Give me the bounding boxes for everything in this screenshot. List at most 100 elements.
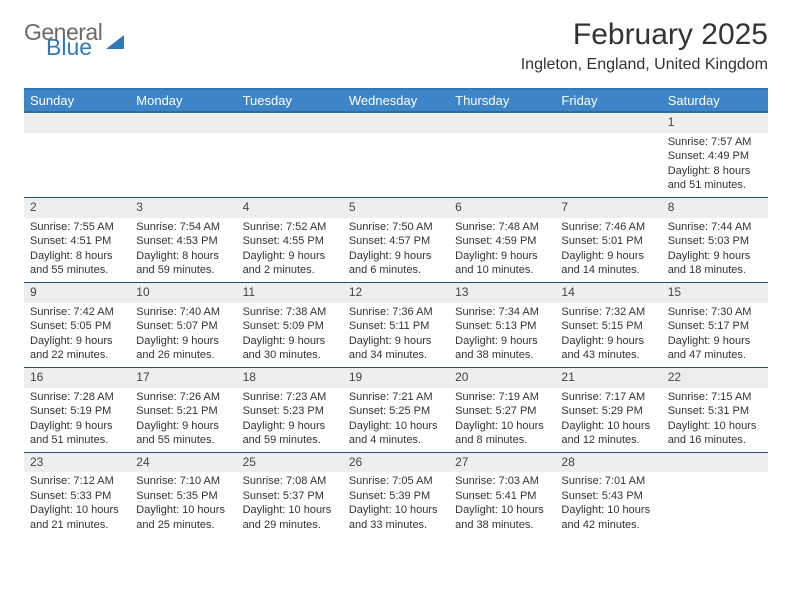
title-location: Ingleton, England, United Kingdom (521, 56, 768, 74)
day-body (237, 133, 343, 139)
day-body: Sunrise: 7:38 AMSunset: 5:09 PMDaylight:… (237, 303, 343, 367)
calendar-cell: 7Sunrise: 7:46 AMSunset: 5:01 PMDaylight… (555, 197, 661, 282)
day-line: Daylight: 9 hours and 43 minutes. (561, 334, 655, 363)
day-line: Sunset: 4:59 PM (455, 234, 549, 249)
calendar-cell (237, 112, 343, 197)
calendar-body: 1Sunrise: 7:57 AMSunset: 4:49 PMDaylight… (24, 112, 768, 536)
day-number: 1 (662, 113, 768, 133)
calendar-cell (343, 112, 449, 197)
calendar-cell: 14Sunrise: 7:32 AMSunset: 5:15 PMDayligh… (555, 282, 661, 367)
day-line: Sunrise: 7:28 AM (30, 390, 124, 405)
day-line: Sunrise: 7:01 AM (561, 474, 655, 489)
calendar-head: SundayMondayTuesdayWednesdayThursdayFrid… (24, 89, 768, 112)
day-body: Sunrise: 7:30 AMSunset: 5:17 PMDaylight:… (662, 303, 768, 367)
day-number: 28 (555, 453, 661, 473)
calendar-cell: 11Sunrise: 7:38 AMSunset: 5:09 PMDayligh… (237, 282, 343, 367)
day-number: 19 (343, 368, 449, 388)
day-line: Sunrise: 7:54 AM (136, 220, 230, 235)
day-line: Sunset: 5:01 PM (561, 234, 655, 249)
day-body: Sunrise: 7:48 AMSunset: 4:59 PMDaylight:… (449, 218, 555, 282)
day-body: Sunrise: 7:42 AMSunset: 5:05 PMDaylight:… (24, 303, 130, 367)
calendar-cell: 5Sunrise: 7:50 AMSunset: 4:57 PMDaylight… (343, 197, 449, 282)
day-line: Daylight: 9 hours and 51 minutes. (30, 419, 124, 448)
logo-word-blue: Blue (46, 37, 102, 58)
day-body: Sunrise: 7:44 AMSunset: 5:03 PMDaylight:… (662, 218, 768, 282)
day-number: 10 (130, 283, 236, 303)
day-number: 23 (24, 453, 130, 473)
calendar-cell: 13Sunrise: 7:34 AMSunset: 5:13 PMDayligh… (449, 282, 555, 367)
sail-icon (106, 35, 124, 49)
calendar-row: 2Sunrise: 7:55 AMSunset: 4:51 PMDaylight… (24, 197, 768, 282)
day-line: Daylight: 9 hours and 59 minutes. (243, 419, 337, 448)
day-line: Daylight: 9 hours and 38 minutes. (455, 334, 549, 363)
day-body: Sunrise: 7:52 AMSunset: 4:55 PMDaylight:… (237, 218, 343, 282)
calendar-cell: 21Sunrise: 7:17 AMSunset: 5:29 PMDayligh… (555, 367, 661, 452)
day-line: Daylight: 9 hours and 14 minutes. (561, 249, 655, 278)
calendar-cell: 2Sunrise: 7:55 AMSunset: 4:51 PMDaylight… (24, 197, 130, 282)
logo-text: General Blue (24, 22, 102, 57)
day-header: Friday (555, 89, 661, 112)
day-number: 14 (555, 283, 661, 303)
day-number: 27 (449, 453, 555, 473)
day-line: Sunrise: 7:46 AM (561, 220, 655, 235)
day-line: Sunrise: 7:50 AM (349, 220, 443, 235)
day-line: Sunrise: 7:12 AM (30, 474, 124, 489)
day-line: Sunset: 5:07 PM (136, 319, 230, 334)
day-line: Sunrise: 7:52 AM (243, 220, 337, 235)
day-line: Sunrise: 7:15 AM (668, 390, 762, 405)
calendar-cell: 12Sunrise: 7:36 AMSunset: 5:11 PMDayligh… (343, 282, 449, 367)
day-line: Sunset: 5:33 PM (30, 489, 124, 504)
day-number: 22 (662, 368, 768, 388)
day-line: Daylight: 10 hours and 33 minutes. (349, 503, 443, 532)
calendar-cell: 24Sunrise: 7:10 AMSunset: 5:35 PMDayligh… (130, 452, 236, 536)
day-line: Sunrise: 7:26 AM (136, 390, 230, 405)
day-line: Daylight: 10 hours and 12 minutes. (561, 419, 655, 448)
header: General Blue February 2025 Ingleton, Eng… (24, 18, 768, 74)
day-number: 4 (237, 198, 343, 218)
day-line: Sunrise: 7:17 AM (561, 390, 655, 405)
calendar-cell: 20Sunrise: 7:19 AMSunset: 5:27 PMDayligh… (449, 367, 555, 452)
day-body: Sunrise: 7:05 AMSunset: 5:39 PMDaylight:… (343, 472, 449, 536)
day-line: Sunset: 5:35 PM (136, 489, 230, 504)
day-line: Sunrise: 7:36 AM (349, 305, 443, 320)
day-line: Sunset: 5:05 PM (30, 319, 124, 334)
day-body: Sunrise: 7:46 AMSunset: 5:01 PMDaylight:… (555, 218, 661, 282)
day-line: Daylight: 8 hours and 59 minutes. (136, 249, 230, 278)
day-line: Daylight: 9 hours and 10 minutes. (455, 249, 549, 278)
day-line: Sunrise: 7:55 AM (30, 220, 124, 235)
day-number (130, 113, 236, 133)
calendar-cell (662, 452, 768, 536)
day-body (130, 133, 236, 139)
day-body (555, 133, 661, 139)
day-body (24, 133, 130, 139)
calendar-cell (555, 112, 661, 197)
day-line: Sunset: 5:11 PM (349, 319, 443, 334)
day-number (555, 113, 661, 133)
day-line: Sunrise: 7:08 AM (243, 474, 337, 489)
day-line: Sunset: 5:37 PM (243, 489, 337, 504)
calendar-row: 23Sunrise: 7:12 AMSunset: 5:33 PM Dayligh… (24, 452, 768, 536)
day-body: Sunrise: 7:36 AMSunset: 5:11 PMDaylight:… (343, 303, 449, 367)
day-line: Sunrise: 7:57 AM (668, 135, 762, 150)
day-body: Sunrise: 7:40 AMSunset: 5:07 PMDaylight:… (130, 303, 236, 367)
title-block: February 2025 Ingleton, England, United … (521, 18, 768, 74)
day-body: Sunrise: 7:28 AMSunset: 5:19 PMDaylight:… (24, 388, 130, 452)
day-body (449, 133, 555, 139)
day-number (343, 113, 449, 133)
logo: General Blue (24, 18, 124, 57)
day-line: Sunset: 4:55 PM (243, 234, 337, 249)
calendar-cell: 22Sunrise: 7:15 AMSunset: 5:31 PMDayligh… (662, 367, 768, 452)
day-number: 18 (237, 368, 343, 388)
day-line: Sunset: 5:17 PM (668, 319, 762, 334)
calendar-cell: 9Sunrise: 7:42 AMSunset: 5:05 PMDaylight… (24, 282, 130, 367)
day-body: Sunrise: 7:57 AMSunset: 4:49 PMDaylight:… (662, 133, 768, 197)
calendar-cell: 27Sunrise: 7:03 AMSunset: 5:41 PMDayligh… (449, 452, 555, 536)
day-body: Sunrise: 7:08 AMSunset: 5:37 PMDaylight:… (237, 472, 343, 536)
calendar-cell: 3Sunrise: 7:54 AMSunset: 4:53 PMDaylight… (130, 197, 236, 282)
day-header: Monday (130, 89, 236, 112)
day-number: 17 (130, 368, 236, 388)
calendar-cell: 10Sunrise: 7:40 AMSunset: 5:07 PMDayligh… (130, 282, 236, 367)
day-line: Daylight: 9 hours and 34 minutes. (349, 334, 443, 363)
day-line: Sunrise: 7:32 AM (561, 305, 655, 320)
day-line: Sunrise: 7:05 AM (349, 474, 443, 489)
